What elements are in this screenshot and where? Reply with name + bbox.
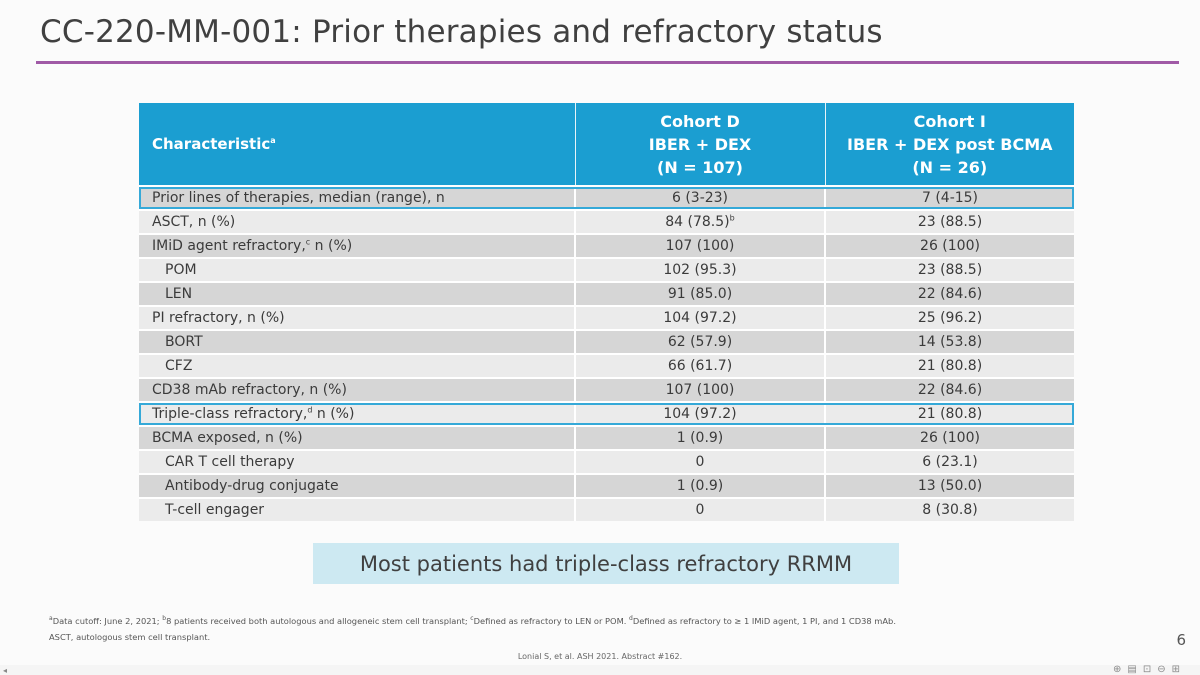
row-label: Antibody-drug conjugate (139, 473, 576, 498)
row-label: CAR T cell therapy (139, 449, 576, 474)
cohort-i-value: 14 (53.8) (825, 329, 1074, 354)
title-underline (36, 61, 1179, 64)
zoom-in-icon[interactable]: ⊞ (1171, 664, 1180, 675)
cohort-d-value: 104 (97.2) (575, 305, 826, 330)
row-label: POM (139, 257, 576, 282)
row-label: Triple-class refractory,d n (%) (139, 401, 576, 426)
viewer-status-bar: ◂ ⊕ ▤ ⊡ ⊖ ⊞ (0, 664, 1200, 675)
table-row: IMiD agent refractory,c n (%) 107 (100) … (139, 233, 1074, 258)
cohort-d-value: 84 (78.5)b (575, 209, 826, 234)
row-label: PI refractory, n (%) (139, 305, 576, 330)
cohort-d-value: 104 (97.2) (575, 401, 826, 426)
cohort-d-value: 66 (61.7) (575, 353, 826, 378)
table-header-row: Characteristica Cohort D IBER + DEX (N =… (139, 103, 1074, 186)
cohort-d-value: 1 (0.9) (575, 473, 826, 498)
citation: Lonial S, et al. ASH 2021. Abstract #162… (517, 652, 683, 661)
table-row: BCMA exposed, n (%) 1 (0.9) 26 (100) (139, 425, 1074, 450)
footnote-line-2: ASCT, autologous stem cell transplant. (49, 631, 211, 642)
cohort-i-value: 26 (100) (825, 425, 1074, 450)
row-label: ASCT, n (%) (139, 209, 576, 234)
therapies-table: Characteristica Cohort D IBER + DEX (N =… (139, 103, 1074, 521)
characteristic-header: Characteristica (139, 103, 576, 186)
cohort-i-value: 6 (23.1) (825, 449, 1074, 474)
footnote-line-1: aData cutoff: June 2, 2021; b8 patients … (49, 615, 896, 626)
row-label: BCMA exposed, n (%) (139, 425, 576, 450)
cohort-i-value: 13 (50.0) (825, 473, 1074, 498)
row-label: Prior lines of therapies, median (range)… (139, 185, 576, 210)
table-row: Triple-class refractory,d n (%) 104 (97.… (139, 401, 1074, 426)
row-label: LEN (139, 281, 576, 306)
cohort-i-value: 7 (4-15) (825, 185, 1074, 210)
cohort-d-value: 0 (575, 449, 826, 474)
cohort-d-value: 6 (3-23) (575, 185, 826, 210)
table-row: Antibody-drug conjugate 1 (0.9) 13 (50.0… (139, 473, 1074, 498)
row-label: CD38 mAb refractory, n (%) (139, 377, 576, 402)
table-row: BORT 62 (57.9) 14 (53.8) (139, 329, 1074, 354)
previous-slide-icon[interactable]: ◂ (3, 666, 8, 675)
cohort-i-value: 25 (96.2) (825, 305, 1074, 330)
table-row: Prior lines of therapies, median (range)… (139, 185, 1074, 210)
cohort-d-value: 0 (575, 497, 826, 521)
cohort-d-value: 107 (100) (575, 233, 826, 258)
slideshow-icon[interactable]: ⊡ (1142, 664, 1152, 675)
table-row: PI refractory, n (%) 104 (97.2) 25 (96.2… (139, 305, 1074, 330)
table-row: T-cell engager 0 8 (30.8) (139, 497, 1074, 521)
row-label: IMiD agent refractory,c n (%) (139, 233, 576, 258)
table-row: CFZ 66 (61.7) 21 (80.8) (139, 353, 1074, 378)
key-message-callout: Most patients had triple-class refractor… (313, 543, 899, 584)
cohort-d-value: 62 (57.9) (575, 329, 826, 354)
cohort-d-value: 107 (100) (575, 377, 826, 402)
cohort-i-value: 26 (100) (825, 233, 1074, 258)
cohort-i-value: 21 (80.8) (825, 401, 1074, 426)
cohort-i-value: 21 (80.8) (825, 353, 1074, 378)
view-controls: ⊕ ▤ ⊡ ⊖ ⊞ (1113, 664, 1180, 675)
slide-title: CC-220-MM-001: Prior therapies and refra… (40, 14, 883, 50)
table-row: ASCT, n (%) 84 (78.5)b 23 (88.5) (139, 209, 1074, 234)
cohort-d-value: 1 (0.9) (575, 425, 826, 450)
footnote: aData cutoff: June 2, 2021; b8 patients … (49, 611, 1129, 645)
row-label: CFZ (139, 353, 576, 378)
zoom-out-icon[interactable]: ⊖ (1157, 664, 1166, 675)
table-row: CAR T cell therapy 0 6 (23.1) (139, 449, 1074, 474)
cohort-i-value: 8 (30.8) (825, 497, 1074, 521)
cohort-i-header: Cohort I IBER + DEX post BCMA (N = 26) (825, 103, 1074, 186)
cohort-d-value: 102 (95.3) (575, 257, 826, 282)
table-row: POM 102 (95.3) 23 (88.5) (139, 257, 1074, 282)
cohort-d-value: 91 (85.0) (575, 281, 826, 306)
page-number: 6 (1176, 631, 1186, 649)
cohort-i-value: 23 (88.5) (825, 209, 1074, 234)
cohort-i-value: 22 (84.6) (825, 377, 1074, 402)
table-row: LEN 91 (85.0) 22 (84.6) (139, 281, 1074, 306)
row-label: T-cell engager (139, 497, 576, 521)
cohort-i-value: 23 (88.5) (825, 257, 1074, 282)
cohort-d-header: Cohort D IBER + DEX (N = 107) (575, 103, 826, 186)
table-row: CD38 mAb refractory, n (%) 107 (100) 22 … (139, 377, 1074, 402)
cohort-i-value: 22 (84.6) (825, 281, 1074, 306)
normal-view-icon[interactable]: ⊕ (1112, 664, 1122, 675)
reading-view-icon[interactable]: ▤ (1127, 664, 1137, 675)
row-label: BORT (139, 329, 576, 354)
